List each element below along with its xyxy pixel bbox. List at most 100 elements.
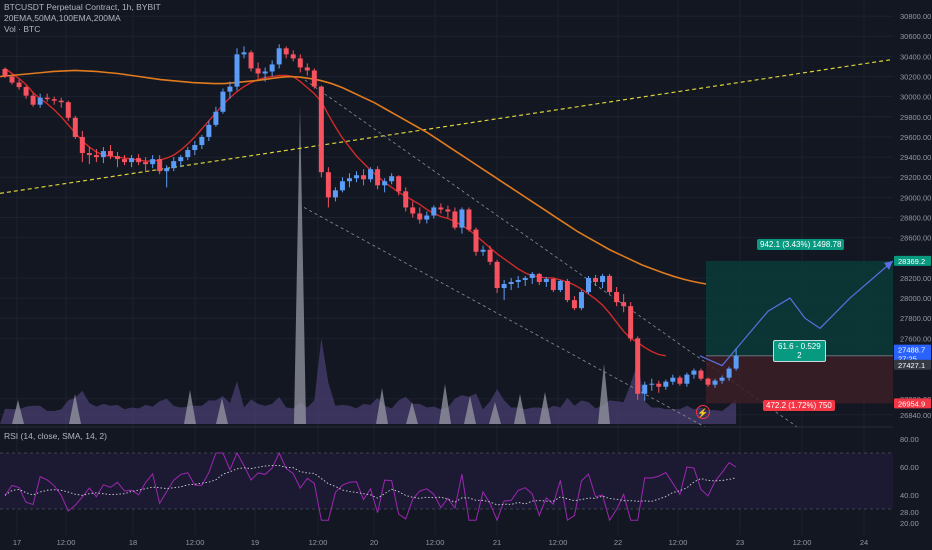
candle[interactable]: [122, 159, 128, 163]
candle[interactable]: [389, 176, 395, 182]
volume-legend[interactable]: Vol · BTC: [4, 24, 41, 34]
support-trendline[interactable]: [0, 58, 894, 194]
candle[interactable]: [424, 215, 430, 220]
candle[interactable]: [297, 58, 303, 68]
candle[interactable]: [684, 374, 690, 384]
candle[interactable]: [30, 95, 36, 105]
candle[interactable]: [290, 54, 296, 59]
candle[interactable]: [452, 211, 458, 228]
candle[interactable]: [508, 281, 514, 284]
candle[interactable]: [107, 151, 113, 157]
candle[interactable]: [206, 124, 212, 137]
candle[interactable]: [375, 169, 381, 186]
stop-loss-label[interactable]: 472.2 (1.72%) 750: [763, 400, 835, 411]
candle[interactable]: [621, 302, 627, 307]
candle[interactable]: [129, 158, 135, 163]
candle[interactable]: [86, 153, 92, 156]
candle[interactable]: [522, 277, 528, 280]
candle[interactable]: [593, 277, 599, 282]
price-label-box[interactable]: [894, 359, 931, 370]
candle[interactable]: [213, 111, 219, 125]
candle[interactable]: [515, 279, 521, 282]
candle[interactable]: [192, 145, 198, 151]
candle[interactable]: [726, 368, 732, 378]
candle[interactable]: [628, 306, 634, 339]
candle[interactable]: [459, 209, 465, 228]
candle[interactable]: [339, 181, 345, 191]
candle[interactable]: [255, 68, 261, 74]
candle[interactable]: [698, 370, 704, 379]
price-label-box[interactable]: [894, 344, 931, 355]
candle[interactable]: [234, 54, 240, 87]
candle[interactable]: [269, 64, 275, 72]
candle[interactable]: [705, 378, 711, 385]
candle[interactable]: [585, 277, 591, 293]
candle[interactable]: [332, 190, 338, 198]
candle[interactable]: [220, 91, 226, 112]
candle[interactable]: [143, 162, 149, 165]
candle[interactable]: [473, 229, 479, 252]
candle[interactable]: [361, 175, 367, 180]
candle[interactable]: [65, 102, 71, 118]
ma-indicator-legend[interactable]: 20EMA,50MA,100EMA,200MA: [4, 13, 121, 23]
candle[interactable]: [733, 355, 739, 369]
candle[interactable]: [670, 377, 676, 382]
price-label-box[interactable]: [894, 255, 931, 266]
candle[interactable]: [501, 284, 507, 289]
candle[interactable]: [72, 117, 78, 137]
candle[interactable]: [262, 71, 268, 74]
candle[interactable]: [480, 249, 486, 252]
candle[interactable]: [677, 377, 683, 384]
candle[interactable]: [227, 86, 233, 92]
candle[interactable]: [466, 209, 472, 230]
projection-path[interactable]: [699, 260, 894, 367]
candle[interactable]: [199, 136, 205, 146]
candle[interactable]: [410, 207, 416, 214]
candle[interactable]: [283, 48, 289, 55]
candle[interactable]: [325, 172, 331, 198]
candle[interactable]: [318, 86, 324, 173]
candle[interactable]: [578, 292, 584, 309]
candle[interactable]: [494, 261, 500, 289]
candle[interactable]: [431, 207, 437, 216]
rsi-sma-line[interactable]: [4, 465, 737, 506]
candle[interactable]: [445, 209, 451, 212]
candle[interactable]: [614, 292, 620, 303]
candle[interactable]: [635, 338, 641, 394]
candle[interactable]: [663, 381, 669, 387]
candle[interactable]: [529, 273, 535, 278]
candle[interactable]: [600, 275, 606, 282]
candle[interactable]: [157, 159, 163, 172]
rsi-legend[interactable]: RSI (14, close, SMA, 14, 2): [4, 431, 107, 441]
entry-info-label[interactable]: 61.6 - 0.529 2: [773, 340, 826, 362]
candle[interactable]: [346, 178, 352, 182]
candle[interactable]: [51, 99, 57, 101]
candle[interactable]: [649, 383, 655, 385]
candle[interactable]: [44, 97, 50, 100]
candle[interactable]: [114, 156, 120, 160]
target-profit-label[interactable]: 942.1 (3.43%) 1498.78: [757, 239, 845, 250]
candle[interactable]: [557, 280, 563, 291]
candle[interactable]: [719, 377, 725, 381]
candle[interactable]: [311, 70, 317, 87]
candle[interactable]: [487, 249, 493, 262]
candle[interactable]: [58, 100, 64, 103]
candle[interactable]: [396, 176, 402, 192]
candle[interactable]: [171, 161, 177, 169]
candle[interactable]: [241, 52, 247, 55]
ma100-line[interactable]: [0, 69, 707, 285]
candle[interactable]: [37, 97, 43, 105]
candle[interactable]: [550, 278, 556, 291]
candle[interactable]: [712, 380, 718, 385]
rsi-line[interactable]: [4, 451, 737, 522]
candle[interactable]: [607, 275, 613, 293]
candle[interactable]: [417, 213, 423, 220]
candle[interactable]: [9, 76, 15, 83]
ema20-line[interactable]: [4, 67, 666, 357]
candle[interactable]: [438, 207, 444, 210]
candle[interactable]: [691, 370, 697, 375]
candle[interactable]: [543, 278, 549, 282]
candle[interactable]: [354, 175, 359, 179]
candle[interactable]: [79, 136, 85, 154]
